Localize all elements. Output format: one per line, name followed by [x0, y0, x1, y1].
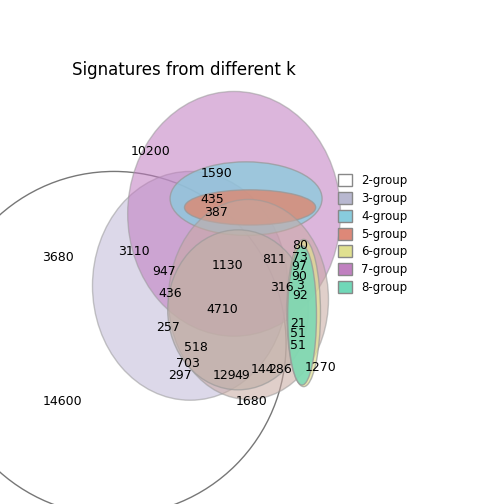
Text: 51: 51 [290, 327, 306, 340]
Text: 144: 144 [250, 363, 274, 376]
Text: 129: 129 [213, 369, 236, 382]
Text: 518: 518 [184, 341, 208, 354]
Text: 10200: 10200 [130, 145, 170, 158]
Text: 80: 80 [292, 238, 307, 251]
Text: 286: 286 [269, 363, 292, 376]
Text: 4710: 4710 [206, 303, 238, 317]
Ellipse shape [288, 246, 317, 385]
Text: 90: 90 [292, 270, 307, 283]
Text: 811: 811 [262, 253, 286, 266]
Ellipse shape [287, 239, 321, 387]
Ellipse shape [184, 190, 316, 225]
Text: 703: 703 [176, 357, 200, 370]
Text: 49: 49 [234, 369, 250, 382]
Text: 436: 436 [158, 287, 182, 300]
Text: 21: 21 [290, 317, 306, 330]
Text: 3110: 3110 [118, 245, 150, 258]
Text: 297: 297 [169, 369, 193, 382]
Text: 1130: 1130 [212, 259, 243, 272]
Legend: 2-group, 3-group, 4-group, 5-group, 6-group, 7-group, 8-group: 2-group, 3-group, 4-group, 5-group, 6-gr… [338, 174, 407, 294]
Text: 1270: 1270 [304, 361, 336, 374]
Text: 97: 97 [292, 260, 307, 273]
Ellipse shape [92, 171, 288, 400]
Text: 14600: 14600 [42, 395, 82, 408]
Text: 92: 92 [292, 289, 307, 302]
Text: 51: 51 [290, 339, 306, 352]
Text: 316: 316 [270, 281, 294, 294]
Text: 3680: 3680 [42, 250, 74, 264]
Ellipse shape [168, 200, 329, 400]
Text: 1680: 1680 [236, 395, 268, 408]
Text: 1590: 1590 [201, 167, 232, 180]
Text: 435: 435 [201, 193, 224, 206]
Text: 257: 257 [156, 321, 179, 334]
Ellipse shape [128, 91, 341, 336]
Text: 387: 387 [205, 206, 228, 219]
Text: 3: 3 [296, 279, 303, 292]
Text: Signatures from different k: Signatures from different k [72, 61, 295, 79]
Ellipse shape [168, 230, 308, 390]
Ellipse shape [170, 162, 322, 235]
Text: 947: 947 [152, 265, 175, 278]
Text: 73: 73 [292, 250, 307, 264]
